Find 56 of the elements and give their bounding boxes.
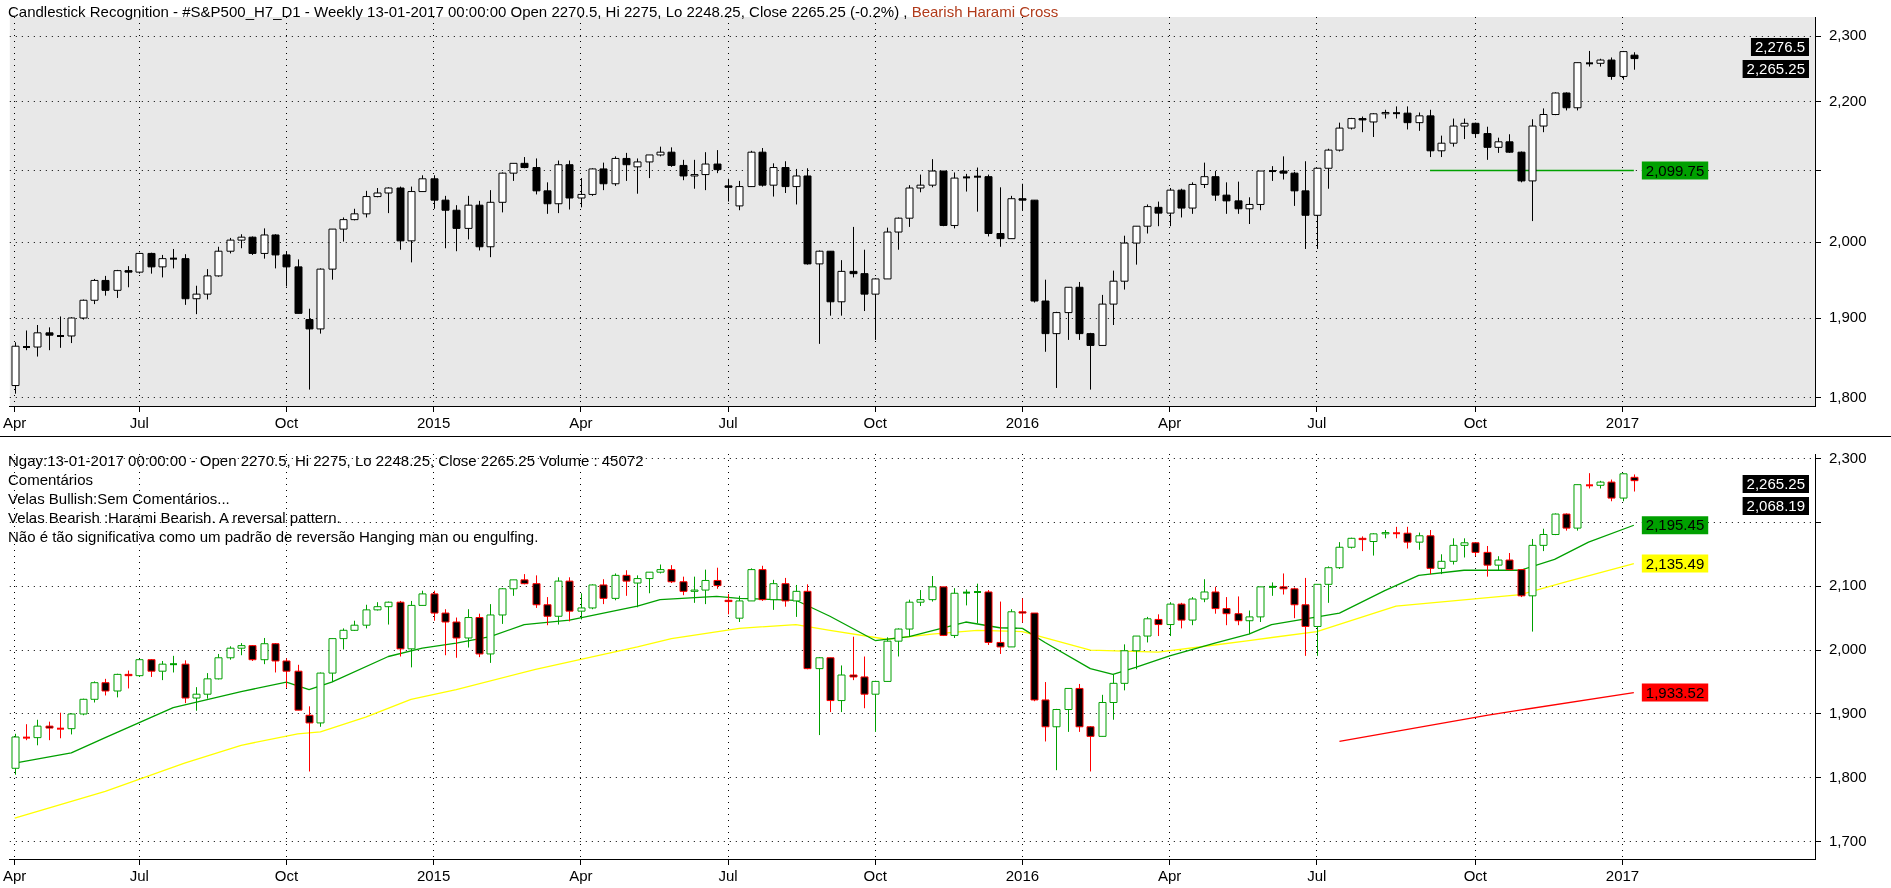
x-tick-label: 2016	[1005, 867, 1040, 885]
candlestick	[972, 583, 983, 624]
candlestick	[21, 329, 32, 351]
x-tick-label: Jul	[1307, 414, 1327, 432]
annotation: Comentários	[8, 470, 95, 489]
x-tick-label: Jul	[1307, 867, 1327, 885]
x-tick-label: Apr	[569, 414, 593, 432]
annotation: 2,265.25	[1746, 60, 1805, 78]
x-tick-label: Oct	[1463, 414, 1488, 432]
x-tick-label: 2016	[1005, 414, 1040, 432]
x-tick-label: 2017	[1605, 867, 1640, 885]
candlestick	[1267, 581, 1278, 597]
chart-title: Ngay:13-01-2017 00:00:00 - Open 2270.5, Hi 2275, Lo 2248.25, Close 2265.25 Volume : 45072	[8, 451, 644, 470]
data-label: 2,099.75	[1645, 161, 1705, 179]
candlestick	[55, 712, 66, 739]
annotation: Bearish Harami Cross	[910, 3, 1059, 20]
x-tick-label: Oct	[863, 867, 888, 885]
x-tick-label: 2015	[416, 414, 451, 432]
x-tick-label: Oct	[1463, 867, 1488, 885]
annotation: Não é tão significativa como um padrão de reversão Hanging man ou engulfing.	[8, 527, 540, 546]
x-tick-label: Jul	[718, 414, 738, 432]
y-tick-label: 2,100	[1829, 576, 1867, 594]
y-tick-label: 2,300	[1829, 448, 1867, 466]
x-tick-label: Oct	[863, 414, 888, 432]
y-tick-label: 1,900	[1829, 704, 1867, 722]
x-tick-label: Jul	[129, 867, 149, 885]
y-tick-label: 2,000	[1829, 640, 1867, 658]
y-tick-label: 2,200	[1829, 91, 1867, 109]
candlestick	[168, 248, 179, 269]
chart-title: Candlestick Recognition - #S&P500_H7_D1 - Weekly 13-01-2017 00:00:00 Open 2270.5, Hi 2275, Lo 2248.25, Close 2265.25 (-0.2%) ,	[8, 3, 908, 20]
x-tick-label: 2015	[416, 867, 451, 885]
y-tick-label: 1,800	[1829, 387, 1867, 405]
x-tick-label: Jul	[718, 867, 738, 885]
y-tick-label: 1,700	[1829, 831, 1867, 849]
annotation: 2,276.5	[1754, 38, 1805, 56]
annotation: 2,265.25	[1746, 475, 1805, 493]
x-tick-label: Apr	[3, 414, 27, 432]
y-tick-label: 2,300	[1829, 26, 1867, 44]
y-tick-label: 1,800	[1829, 768, 1867, 786]
x-tick-label: Jul	[129, 414, 149, 432]
annotation: Velas Bearish :Harami Bearish. A reversal pattern.	[8, 508, 342, 527]
annotation: Velas Bullish:Sem Comentários...	[8, 489, 231, 508]
x-tick-label: Apr	[1157, 414, 1182, 432]
y-tick-label: 2,000	[1829, 232, 1867, 250]
x-tick-label: Oct	[274, 867, 299, 885]
data-label: 2,195.45	[1645, 516, 1705, 534]
x-tick-label: Oct	[274, 414, 299, 432]
x-tick-label: Apr	[1157, 867, 1182, 885]
x-tick-label: Apr	[569, 867, 593, 885]
y-tick-label: 1,900	[1829, 308, 1867, 326]
data-label: 2,135.49	[1645, 554, 1705, 572]
candlestick	[1391, 105, 1402, 120]
annotation: 2,068.19	[1746, 497, 1805, 515]
x-tick-label: Apr	[3, 867, 27, 885]
x-tick-label: 2017	[1605, 414, 1640, 432]
data-label: 1,933.52	[1645, 683, 1705, 701]
